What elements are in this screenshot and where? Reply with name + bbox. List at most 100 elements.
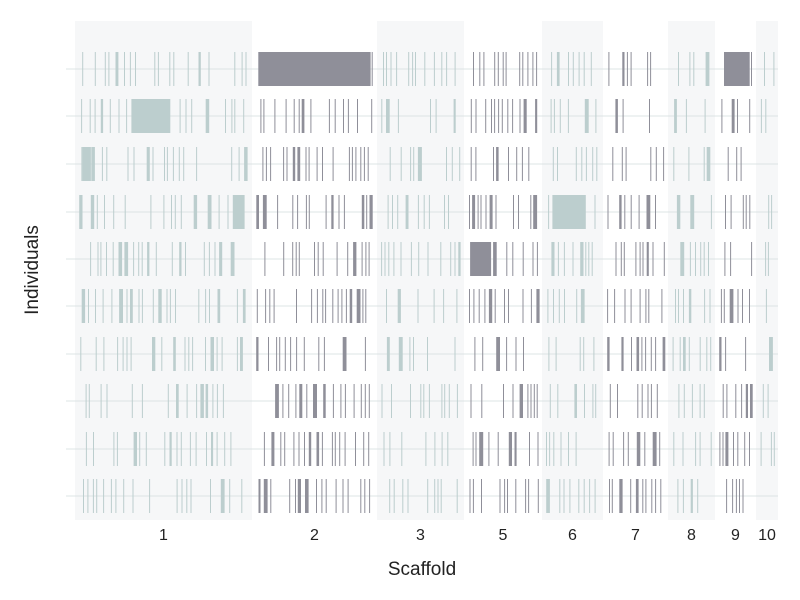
marker-tick-s9-i8-1: [726, 384, 728, 418]
marker-tick-s8-i9-1: [682, 432, 684, 466]
marker-tick-s6-i7-4: [593, 337, 595, 371]
x-tick-label-5: 5: [499, 527, 508, 544]
marker-tick-s2-i8-0: [275, 384, 279, 418]
marker-tick-s7-i4-6: [655, 195, 656, 229]
marker-tick-s8-i8-4: [703, 384, 705, 418]
marker-tick-s6-i4-1: [594, 195, 596, 229]
marker-tick-s8-i5-3: [700, 242, 702, 276]
marker-tick-s3-i2-5: [453, 99, 456, 133]
marker-tick-s6-i3-4: [585, 147, 587, 181]
marker-tick-s7-i7-8: [662, 337, 666, 371]
marker-tick-s6-i1-2: [568, 52, 569, 86]
marker-tick-s9-i9-4: [737, 432, 739, 466]
marker-tick-s10-i1-0: [764, 52, 765, 86]
marker-tick-s1-i2-3: [100, 99, 104, 133]
marker-tick-s2-i9-14: [355, 432, 356, 466]
marker-tick-s1-i5-9: [141, 242, 143, 276]
marker-tick-s9-i9-5: [744, 432, 746, 466]
marker-tick-s8-i3-2: [703, 147, 705, 181]
marker-tick-s2-i8-7: [323, 384, 326, 418]
marker-tick-s1-i4-11: [193, 195, 198, 229]
marker-tick-s1-i6-0: [81, 289, 86, 323]
marker-tick-s5-i5-5: [536, 242, 538, 276]
marker-tick-s9-i9-2: [725, 432, 729, 466]
marker-tick-s2-i7-1: [268, 337, 269, 371]
marker-tick-s9-i8-3: [741, 384, 743, 418]
marker-tick-s1-i6-18: [217, 289, 221, 323]
marker-tick-s1-i3-11: [178, 147, 180, 181]
marker-tick-s1-i1-1: [94, 52, 96, 86]
marker-tick-s5-i1-0: [473, 52, 474, 86]
marker-tick-s7-i9-3: [627, 432, 629, 466]
marker-tick-s7-i6-7: [661, 289, 663, 323]
marker-tick-s3-i5-0: [381, 242, 383, 276]
marker-tick-s1-i3-8: [164, 147, 165, 181]
marker-tick-s6-i7-2: [579, 337, 581, 371]
marker-tick-s1-i1-0: [82, 52, 84, 86]
marker-tick-s8-i6-1: [678, 289, 679, 323]
marker-tick-s2-i6-14: [356, 289, 361, 323]
marker-tick-s1-i5-14: [185, 242, 186, 276]
marker-tick-s3-i1-4: [408, 52, 410, 86]
marker-tick-s8-i7-0: [672, 337, 674, 371]
marker-tick-s2-i4-13: [369, 195, 373, 229]
marker-tick-s1-i2-4: [109, 99, 111, 133]
marker-tick-s3-i3-0: [389, 147, 391, 181]
marker-tick-s9-i3-1: [736, 147, 738, 181]
marker-tick-s5-i7-5: [523, 337, 524, 371]
marker-tick-s1-i9-11: [189, 432, 191, 466]
marker-tick-s1-i8-4: [131, 384, 133, 418]
marker-tick-s3-i7-5: [454, 337, 456, 371]
marker-tick-s5-i7-0: [474, 337, 476, 371]
marker-tick-s1-i4-0: [79, 195, 83, 229]
marker-tick-s5-i8-0: [470, 384, 472, 418]
marker-tick-s10-i9-0: [760, 432, 762, 466]
marker-tick-s7-i7-2: [631, 337, 632, 371]
marker-tick-s6-i2-2: [559, 99, 561, 133]
marker-tick-s2-i7-3: [279, 337, 281, 371]
marker-tick-s6-i2-0: [550, 99, 552, 133]
marker-tick-s5-i9-1: [475, 432, 477, 466]
marker-tick-s1-i1-10: [169, 52, 171, 86]
marker-tick-s1-i8-12: [212, 384, 214, 418]
marker-tick-s1-i6-1: [88, 289, 89, 323]
marker-tick-s9-i4-4: [749, 195, 751, 229]
marker-tick-s8-i7-1: [679, 337, 681, 371]
marker-tick-s3-i1-2: [390, 52, 392, 86]
marker-segments: [79, 52, 775, 513]
marker-tick-s6-i9-5: [575, 432, 577, 466]
marker-tick-s1-i4-4: [113, 195, 115, 229]
marker-tick-s3-i1-10: [446, 52, 448, 86]
marker-tick-s8-i9-0: [673, 432, 675, 466]
marker-tick-s3-i10-2: [402, 479, 404, 513]
marker-tick-s5-i6-8: [522, 289, 524, 323]
marker-tick-s2-i8-13: [364, 384, 366, 418]
marker-tick-s8-i8-0: [678, 384, 680, 418]
marker-tick-s7-i5-0: [615, 242, 617, 276]
marker-tick-s5-i1-3: [494, 52, 496, 86]
marker-tick-s2-i6-10: [337, 289, 339, 323]
marker-tick-s6-i9-0: [546, 432, 547, 466]
marker-tick-s2-i2-2: [274, 99, 276, 133]
marker-tick-s5-i10-9: [537, 479, 539, 513]
marker-tick-s5-i8-1: [481, 384, 483, 418]
marker-tick-s1-i5-3: [106, 242, 107, 276]
marker-tick-s1-i2-2: [94, 99, 96, 133]
marker-tick-s7-i7-5: [645, 337, 647, 371]
marker-tick-s1-i5-19: [230, 242, 235, 276]
marker-tick-s10-i9-2: [773, 432, 775, 466]
marker-tick-s2-i9-6: [304, 432, 305, 466]
marker-tick-s8-i1-1: [689, 52, 691, 86]
marker-tick-s8-i6-2: [683, 289, 684, 323]
marker-tick-s5-i8-7: [533, 384, 535, 418]
marker-tick-s9-i2-1: [731, 99, 735, 133]
marker-tick-s5-i3-6: [521, 147, 523, 181]
marker-tick-s5-i7-4: [515, 337, 517, 371]
marker-tick-s8-i6-5: [709, 289, 711, 323]
marker-tick-s5-i6-4: [488, 289, 493, 323]
marker-tick-s1-i9-14: [211, 432, 214, 466]
marker-tick-s2-i10-7: [316, 479, 317, 513]
marker-tick-s6-i2-1: [553, 99, 555, 133]
marker-tick-s8-i2-1: [685, 99, 687, 133]
marker-tick-s5-i3-1: [475, 147, 477, 181]
